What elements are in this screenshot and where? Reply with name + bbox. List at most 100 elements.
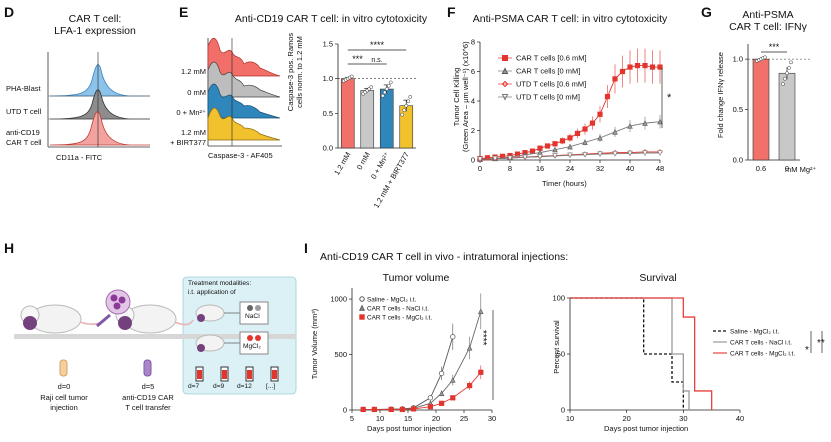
i-vol-title: Tumor volume (382, 272, 450, 284)
f-marker (567, 152, 573, 159)
f-marker (597, 111, 603, 117)
f-marker (507, 155, 513, 162)
is-y-tick-label: 50 (557, 350, 565, 359)
is-x-tick-label: 10 (566, 414, 574, 423)
iv-legend-marker (359, 314, 365, 320)
e-dot (349, 74, 354, 79)
f-marker (634, 62, 641, 69)
f-legend-label: CAR T cells [0.6 mM] (516, 54, 587, 63)
e-hist-12 (207, 37, 281, 77)
f-marker (642, 150, 648, 157)
h-day-12: d=12 (237, 383, 252, 390)
treatment-mice (195, 304, 240, 352)
iv-marker (450, 334, 456, 340)
g-y-tick-label: 0.0 (733, 156, 743, 165)
g-unit: mM Mg²⁺ (785, 165, 817, 174)
f-marker (612, 151, 618, 157)
g-dot (783, 76, 787, 81)
iv-x-tick-label: 5 (350, 414, 354, 423)
panel-f-title: Anti-PSMA CAR T cell: in vitro cytotoxic… (472, 13, 668, 25)
g-dot (785, 71, 789, 76)
e-sig-label: **** (370, 40, 385, 50)
cart-cell-icon (105, 289, 131, 315)
h-timeline-bar (14, 334, 296, 339)
mouse-icon (115, 304, 194, 334)
e-dot (404, 103, 409, 108)
d-histogram-frame (47, 52, 150, 148)
f-legend-label: CAR T cells [0 mM] (516, 67, 580, 76)
f-marker (582, 126, 588, 132)
panel-letter-f: F (447, 4, 456, 20)
g-dot (781, 82, 785, 86)
e-hist-birt (207, 107, 281, 141)
g-y-tick-label: 1.0 (733, 55, 743, 64)
g-y-tick-label: 0.5 (733, 105, 743, 114)
iv-marker (450, 377, 456, 383)
e-dot (386, 83, 391, 88)
iv-marker (399, 406, 406, 413)
panel-letter-g: G (701, 4, 712, 20)
f-y-tick-label: 2 (471, 126, 475, 135)
f-marker (627, 123, 633, 129)
mgcl-box (239, 331, 269, 355)
iv-legend-marker (359, 296, 365, 302)
e-y-tick-label: 0.0 (323, 144, 333, 153)
iv-series-line (363, 372, 482, 410)
d0-tube-icon (59, 359, 68, 377)
is-legend-label: CAR T cells - MgCl₂ i.t. (730, 350, 795, 357)
f-x-tick-label: 48 (656, 164, 664, 173)
iv-legend-label: CAR T cells - NaCl i.t. (367, 305, 429, 312)
f-x-tick-label: 8 (508, 164, 512, 173)
e-dot (402, 108, 407, 112)
f-marker (642, 62, 648, 69)
e-dot (400, 112, 405, 117)
f-marker (574, 130, 581, 137)
iv-y-tick-label: 500 (334, 350, 347, 359)
d-row-utd: UTD T cell (6, 107, 42, 116)
f-y-tick-label: 4 (471, 97, 475, 106)
i-surv-sig-1: * (805, 345, 809, 356)
i-vol-xlabel: Days post tumor injection (367, 424, 452, 433)
f-marker (597, 151, 603, 158)
iv-y-tick-label: 0 (343, 406, 347, 415)
e-dot (408, 94, 413, 99)
iv-marker (438, 400, 445, 406)
e-dot (388, 80, 393, 85)
f-x-tick-label: 40 (626, 164, 634, 173)
f-marker (582, 152, 588, 158)
panel-g-title-line1: Anti-PSMA (742, 9, 794, 21)
i-surv-sig-2: ** (817, 338, 825, 349)
f-legend-label: UTD T cells [0 mM] (516, 93, 580, 102)
f-marker (552, 153, 558, 159)
h-d0-desc1: Raji cell tumor (40, 393, 88, 402)
e-row-1: 1.2 mM (180, 67, 206, 76)
is-y-tick-label: 0 (561, 406, 565, 415)
h-d5-desc2: T cell transfer (125, 403, 171, 412)
e-dot (380, 93, 385, 98)
g-dot (789, 60, 793, 65)
h-d5: d=5 (141, 382, 155, 391)
panel-d-title: CAR T cell: LFA-1 expression (40, 13, 150, 37)
f-legend-label: UTD T cells [0.6 mM] (516, 80, 586, 89)
treatment-tubes (195, 366, 279, 382)
e-dot (406, 99, 411, 104)
f-marker (522, 154, 528, 161)
d-row-pha: PHA-Blast (6, 84, 41, 93)
is-legend-label: CAR T cells - NaCl i.t. (730, 339, 792, 346)
g-sig-label: *** (769, 42, 780, 52)
f-marker (492, 155, 498, 162)
f-sig: * (667, 92, 672, 104)
d-hist-pha (49, 64, 150, 97)
iv-marker (371, 406, 378, 413)
panel-letter-e: E (179, 4, 189, 20)
iv-legend-label: Saline - MgCl₂ i.t. (367, 296, 417, 303)
e-dot (382, 90, 387, 95)
iv-marker (438, 390, 445, 396)
f-x-tick-label: 32 (596, 164, 604, 173)
